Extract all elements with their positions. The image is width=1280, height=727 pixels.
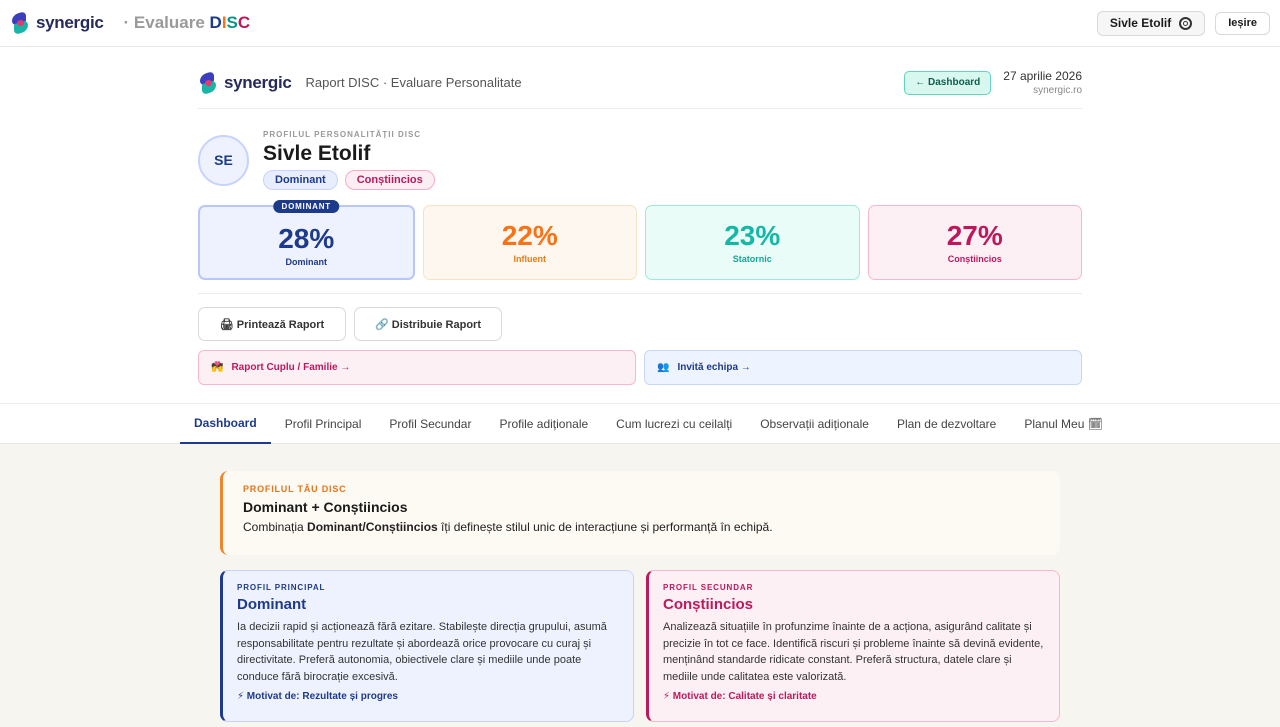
profile-eyebrow: PROFILUL PERSONALITĂȚII DISC bbox=[263, 130, 422, 139]
app-brand[interactable]: synergic · Evaluare DISC bbox=[10, 10, 251, 36]
product-name: · Evaluare DISC bbox=[123, 13, 251, 32]
synergic-logo-icon bbox=[198, 70, 218, 95]
user-settings-button[interactable]: Sivle Etolif bbox=[1096, 10, 1206, 36]
avatar: SE bbox=[198, 134, 249, 186]
report-title: Raport DISC · Evaluare Personalitate bbox=[305, 75, 522, 90]
score-card-statornic: 23% Statornic bbox=[645, 205, 860, 280]
tab-plan-dezvoltare[interactable]: Plan de dezvoltare bbox=[896, 417, 997, 431]
summary-text: Combinația Dominant/Conștiincios îți def… bbox=[243, 520, 773, 534]
score-label: Dominant bbox=[285, 256, 328, 267]
disc-profile-summary: PROFILUL TĂU DISC Dominant + Conștiincio… bbox=[220, 471, 1060, 555]
secondary-profile-title: Conștiincios bbox=[663, 596, 754, 613]
share-report-button[interactable]: 🔗 Distribuie Raport bbox=[354, 307, 502, 341]
report-date: 27 aprilie 2026 bbox=[1003, 69, 1082, 83]
top-bar: synergic · Evaluare DISC Sivle Etolif Ie… bbox=[0, 0, 1280, 47]
report-brand: synergic bbox=[198, 70, 292, 95]
score-label: Conștiincios bbox=[947, 253, 1002, 264]
summary-title: Dominant + Conștiincios bbox=[243, 499, 408, 515]
profile-summary: SE PROFILUL PERSONALITĂȚII DISC Sivle Et… bbox=[198, 109, 1082, 199]
badge-constiincios: Conștiincios bbox=[344, 170, 435, 190]
couple-icon: 💏 bbox=[211, 362, 224, 373]
back-to-dashboard-button[interactable]: ← Dashboard bbox=[904, 70, 992, 95]
invite-team-link[interactable]: 👥 Invită echipa → bbox=[644, 350, 1082, 385]
tab-profil-principal[interactable]: Profil Principal bbox=[284, 417, 362, 431]
score-value: 28% bbox=[278, 222, 335, 254]
disc-scores: DOMINANT 28% Dominant 22% Influent 23% S… bbox=[198, 200, 1082, 294]
dashboard-content: PROFILUL TĂU DISC Dominant + Conștiincio… bbox=[220, 444, 1060, 722]
report-header: synergic Raport DISC · Evaluare Personal… bbox=[0, 47, 1280, 404]
primary-motivation: ⚡ Motivat de: Rezultate și progres bbox=[237, 691, 398, 702]
score-label: Statornic bbox=[732, 253, 772, 264]
synergic-logo-icon bbox=[10, 10, 30, 36]
score-value: 27% bbox=[946, 219, 1003, 251]
score-label: Influent bbox=[513, 253, 547, 264]
couple-report-link[interactable]: 💏 Raport Cuplu / Familie → bbox=[198, 350, 636, 385]
tab-observatii[interactable]: Observații adiționale bbox=[760, 417, 869, 431]
score-card-constiincios: 27% Conștiincios bbox=[867, 205, 1082, 280]
user-name: Sivle Etolif bbox=[1109, 16, 1172, 30]
brand-name: synergic bbox=[36, 13, 104, 32]
gear-icon bbox=[1179, 16, 1193, 30]
tab-dashboard[interactable]: Dashboard bbox=[180, 404, 271, 444]
tab-cum-lucrezi[interactable]: Cum lucrezi cu ceilalți bbox=[616, 417, 733, 431]
logout-button[interactable]: Ieșire bbox=[1215, 11, 1270, 35]
secondary-motivation: ⚡ Motivat de: Calitate și claritate bbox=[663, 691, 817, 702]
tab-profile-aditionale[interactable]: Profile adiționale bbox=[499, 417, 589, 431]
profile-name: Sivle Etolif bbox=[263, 142, 371, 165]
score-value: 23% bbox=[724, 219, 781, 251]
secondary-profile-text: Analizează situațiile în profunzime înai… bbox=[663, 621, 1044, 683]
dominant-tag: DOMINANT bbox=[273, 200, 340, 213]
score-value: 22% bbox=[501, 219, 558, 251]
report-site: synergic.ro bbox=[1033, 85, 1082, 96]
primary-profile-card: PROFIL PRINCIPAL Dominant Ia decizii rap… bbox=[220, 570, 634, 722]
score-card-dominant: DOMINANT 28% Dominant bbox=[198, 200, 415, 280]
print-report-button[interactable]: 🖨 Printează Raport bbox=[198, 307, 346, 341]
tab-profil-secundar[interactable]: Profil Secundar bbox=[389, 417, 472, 431]
primary-profile-title: Dominant bbox=[237, 596, 307, 613]
summary-eyebrow: PROFILUL TĂU DISC bbox=[243, 484, 347, 494]
report-tabs: Dashboard Profil Principal Profil Secund… bbox=[0, 404, 1280, 444]
secondary-profile-card: PROFIL SECUNDAR Conștiincios Analizează … bbox=[646, 570, 1060, 722]
team-icon: 👥 bbox=[657, 362, 670, 373]
score-card-influent: 22% Influent bbox=[422, 205, 637, 280]
tab-planul-meu[interactable]: Planul Meu 🗓 bbox=[1024, 417, 1103, 431]
primary-profile-text: Ia decizii rapid și acționează fără ezit… bbox=[237, 621, 607, 683]
badge-dominant: Dominant bbox=[263, 170, 338, 190]
